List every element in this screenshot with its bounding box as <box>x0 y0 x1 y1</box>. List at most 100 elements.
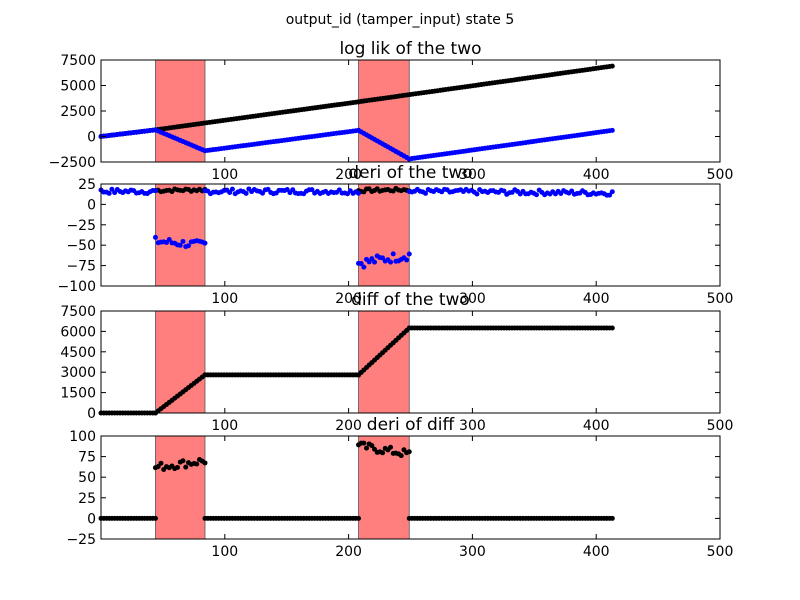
x-tick-label: 400 <box>583 544 610 560</box>
y-tick-label: 2500 <box>60 104 96 120</box>
data-point <box>388 444 394 450</box>
y-tick-label: −100 <box>58 279 96 295</box>
data-point <box>533 192 539 198</box>
y-tick-label: 0 <box>87 511 96 527</box>
x-tick-label: 300 <box>459 167 486 183</box>
data-point <box>356 515 362 521</box>
data-point <box>607 192 613 198</box>
x-tick-label: 400 <box>583 167 610 183</box>
data-point <box>152 188 158 194</box>
data-point <box>364 445 370 451</box>
y-tick-label: −2500 <box>49 155 96 171</box>
subplot-title: diff of the two <box>351 290 470 310</box>
y-tick-label: 50 <box>78 470 96 486</box>
x-tick-label: 300 <box>459 418 486 434</box>
highlight-span-1 <box>155 183 206 287</box>
data-point <box>609 63 615 69</box>
x-tick-label: 300 <box>459 291 486 307</box>
x-tick-label: 100 <box>211 291 238 307</box>
y-tick-label: −50 <box>66 238 96 254</box>
data-point <box>398 453 404 459</box>
highlight-span-2 <box>358 310 410 414</box>
data-point <box>361 440 367 446</box>
x-tick-label: 100 <box>211 418 238 434</box>
y-tick-label: 0 <box>87 130 96 146</box>
data-point <box>372 259 378 265</box>
y-tick-label: 7500 <box>60 304 96 320</box>
data-point <box>356 190 362 196</box>
y-tick-label: 75 <box>78 450 96 466</box>
series-2 <box>98 127 615 162</box>
axes-frame <box>100 310 721 414</box>
y-tick-label: 25 <box>78 491 96 507</box>
y-tick-label: 1500 <box>60 386 96 402</box>
data-point <box>227 189 233 195</box>
data-point <box>404 257 410 263</box>
y-tick-label: 25 <box>78 177 96 193</box>
data-point <box>152 515 158 521</box>
x-tick-label: 200 <box>335 291 362 307</box>
data-point <box>185 243 191 249</box>
data-point <box>158 460 164 466</box>
y-tick-label: 5000 <box>60 79 96 95</box>
x-tick-label: 400 <box>583 291 610 307</box>
y-tick-label: −75 <box>66 259 96 275</box>
data-point <box>309 187 315 193</box>
x-tick-label: 200 <box>335 544 362 560</box>
data-point <box>423 190 429 196</box>
data-point <box>388 259 394 265</box>
series-2 <box>98 186 615 270</box>
data-point <box>260 190 266 196</box>
figure-suptitle: output_id (tamper_input) state 5 <box>286 12 515 28</box>
axes-frame <box>100 183 721 287</box>
highlight-span-2 <box>358 183 410 287</box>
data-point <box>106 190 112 196</box>
y-tick-label: 0 <box>87 406 96 422</box>
data-point <box>369 256 375 262</box>
y-tick-label: 100 <box>69 429 96 445</box>
subplot-title: deri of diff <box>367 415 456 435</box>
y-tick-label: 3000 <box>60 365 96 381</box>
subplot-2: 100 200 300 400 500 25 0 −25 −50 −75 −100 deri of t… <box>58 163 734 307</box>
x-tick-label: 300 <box>459 544 486 560</box>
data-point <box>609 189 615 195</box>
data-point <box>183 464 189 470</box>
data-point <box>174 464 180 470</box>
x-tick-label: 500 <box>707 418 734 434</box>
data-point <box>358 261 364 267</box>
x-tick-label: 100 <box>211 167 238 183</box>
data-point <box>166 236 172 242</box>
x-tick-label: 400 <box>583 418 610 434</box>
highlight-span-1 <box>155 435 206 540</box>
subplot-1: 100 200 300 400 500 7500 5000 2500 0 −2500 log lik… <box>49 39 734 183</box>
x-tick-label: 100 <box>211 544 238 560</box>
x-tick-label: 500 <box>707 167 734 183</box>
x-tick-label: 200 <box>335 167 362 183</box>
data-point <box>202 460 208 466</box>
highlight-span-1 <box>155 310 206 414</box>
data-point <box>390 251 396 257</box>
y-tick-label: 6000 <box>60 324 96 340</box>
subplot-title: log lik of the two <box>339 39 481 59</box>
data-point <box>177 242 183 248</box>
data-point <box>609 325 615 331</box>
data-point <box>152 234 158 240</box>
data-point <box>243 190 249 196</box>
data-point <box>380 450 386 456</box>
data-point <box>180 458 186 464</box>
y-tick-label: −25 <box>66 218 96 234</box>
data-point <box>180 238 186 244</box>
y-tick-label: 0 <box>87 197 96 213</box>
x-tick-label: 500 <box>707 544 734 560</box>
data-point <box>194 461 200 467</box>
data-point <box>109 186 115 192</box>
data-point <box>202 240 208 246</box>
x-tick-label: 200 <box>335 418 362 434</box>
data-point <box>229 186 235 192</box>
y-tick-label: 7500 <box>60 53 96 69</box>
series-1 <box>98 440 615 521</box>
data-point <box>369 443 375 449</box>
y-tick-label: 4500 <box>60 345 96 361</box>
data-point <box>609 515 615 521</box>
